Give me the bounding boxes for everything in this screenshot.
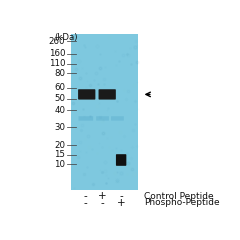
Text: 110: 110 [49,59,65,68]
Text: -: - [119,191,123,201]
FancyBboxPatch shape [111,116,124,121]
Text: Control Peptide: Control Peptide [144,192,214,201]
FancyBboxPatch shape [96,116,109,121]
Text: 160: 160 [49,49,65,58]
Text: 40: 40 [54,106,65,115]
Text: +: + [98,191,107,201]
FancyBboxPatch shape [78,89,95,100]
Text: 10: 10 [54,160,65,169]
Text: -: - [84,191,88,201]
Text: -: - [101,198,104,208]
Text: (kDa): (kDa) [54,33,78,42]
Bar [71,34,138,190]
Text: 260: 260 [49,37,65,46]
Text: 50: 50 [54,94,65,103]
FancyBboxPatch shape [99,89,116,100]
Text: 20: 20 [54,141,65,150]
Text: 80: 80 [54,69,65,78]
Text: 15: 15 [54,150,65,159]
FancyBboxPatch shape [78,116,93,121]
Text: -: - [84,198,88,208]
Text: 30: 30 [54,123,65,132]
Text: Phospho-Peptide: Phospho-Peptide [144,198,220,207]
Text: +: + [117,198,126,208]
FancyBboxPatch shape [116,154,126,166]
Text: 60: 60 [54,83,65,92]
